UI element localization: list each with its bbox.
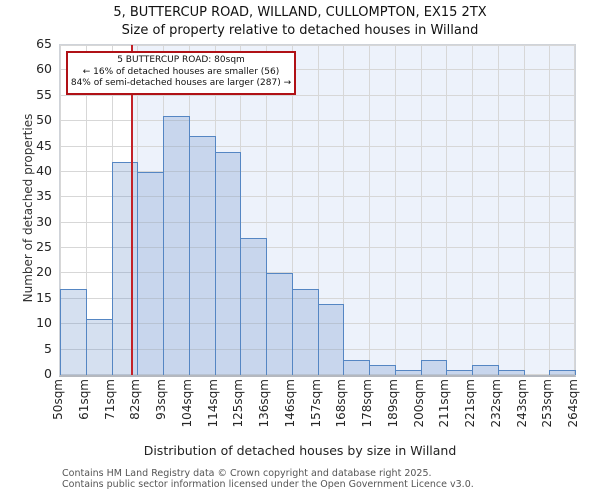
gridline-v bbox=[292, 45, 293, 375]
gridline-h bbox=[60, 196, 575, 198]
x-tick-label: 168sqm bbox=[334, 379, 348, 428]
x-tick-label: 82sqm bbox=[128, 379, 142, 420]
histogram-bar bbox=[111, 161, 139, 375]
y-tick-label: 15 bbox=[36, 289, 52, 305]
histogram-bar bbox=[369, 364, 396, 375]
histogram-bar bbox=[291, 288, 319, 375]
x-tick-label: 178sqm bbox=[360, 379, 374, 428]
gridline-v bbox=[574, 45, 575, 375]
y-tick-label: 60 bbox=[36, 61, 52, 77]
x-tick-label: 93sqm bbox=[154, 379, 168, 420]
gridline-v bbox=[446, 45, 447, 375]
gridline-h bbox=[60, 247, 575, 249]
histogram-bar bbox=[549, 369, 576, 375]
x-tick-label: 253sqm bbox=[540, 379, 554, 428]
gridline-v bbox=[421, 45, 422, 375]
y-tick-label: 65 bbox=[36, 36, 52, 51]
y-tick-label: 35 bbox=[36, 188, 52, 204]
x-tick-label: 71sqm bbox=[103, 379, 117, 420]
gridline-h bbox=[60, 120, 575, 122]
gridline-v bbox=[369, 45, 370, 375]
y-tick-label: 5 bbox=[44, 340, 52, 356]
y-tick-label: 0 bbox=[44, 366, 52, 381]
gridline-v bbox=[343, 45, 344, 375]
gridline-v bbox=[112, 45, 113, 375]
histogram-bar bbox=[60, 288, 87, 375]
x-tick-label: 221sqm bbox=[463, 379, 477, 428]
histogram-bar bbox=[394, 369, 422, 375]
x-tick-label: 104sqm bbox=[180, 379, 194, 428]
y-tick-label: 25 bbox=[36, 239, 52, 255]
callout-title: 5 BUTTERCUP ROAD: 80sqm bbox=[117, 55, 245, 65]
gridline-h bbox=[60, 221, 575, 223]
gridline-h bbox=[60, 297, 575, 299]
x-tick-label: 243sqm bbox=[515, 379, 529, 428]
histogram-bar bbox=[85, 319, 113, 375]
histogram-bar bbox=[240, 237, 267, 375]
histogram-bar bbox=[420, 359, 448, 375]
x-tick-label: 114sqm bbox=[206, 379, 220, 428]
gridline-v bbox=[60, 45, 61, 375]
x-tick-label: 125sqm bbox=[231, 379, 245, 428]
y-tick-label: 55 bbox=[36, 86, 52, 102]
x-tick-label: 61sqm bbox=[77, 379, 91, 420]
y-tick-label: 20 bbox=[36, 264, 52, 280]
histogram-bar bbox=[266, 273, 293, 375]
histogram-bar bbox=[188, 136, 216, 375]
x-tick-label: 136sqm bbox=[257, 379, 271, 428]
x-axis-label: Distribution of detached houses by size … bbox=[143, 443, 457, 458]
gridline-v bbox=[498, 45, 499, 375]
subject-property-callout: 5 BUTTERCUP ROAD: 80sqm ← 16% of detache… bbox=[66, 51, 296, 95]
y-tick-label: 45 bbox=[36, 137, 52, 153]
histogram-bar bbox=[446, 369, 473, 375]
histogram-bar bbox=[214, 151, 242, 375]
subject-property-marker-line bbox=[131, 45, 134, 375]
histogram-bar bbox=[163, 116, 190, 375]
histogram-bar bbox=[497, 369, 525, 375]
gridline-v bbox=[524, 45, 525, 375]
gridline-h bbox=[60, 145, 575, 147]
y-tick-label: 40 bbox=[36, 162, 52, 178]
x-tick-label: 146sqm bbox=[283, 379, 297, 428]
gridline-h bbox=[60, 45, 575, 46]
y-tick-label: 50 bbox=[36, 112, 52, 128]
x-tick-label: 50sqm bbox=[51, 379, 65, 420]
gridline-v bbox=[86, 45, 87, 375]
gridline-h bbox=[60, 272, 575, 274]
x-tick-label: 211sqm bbox=[437, 379, 451, 428]
callout-larger-stat: 84% of semi-detached houses are larger (… bbox=[70, 78, 292, 88]
gridline-v bbox=[395, 45, 396, 375]
x-tick-label: 232sqm bbox=[489, 379, 503, 428]
attribution-line-1: Contains HM Land Registry data © Crown c… bbox=[62, 468, 432, 479]
gridline-v bbox=[549, 45, 550, 375]
chart-title: 5, BUTTERCUP ROAD, WILLAND, CULLOMPTON, … bbox=[113, 5, 487, 20]
y-tick-label: 10 bbox=[36, 315, 52, 331]
gridline-v bbox=[472, 45, 473, 375]
x-tick-label: 200sqm bbox=[412, 379, 426, 428]
gridline-v bbox=[215, 45, 216, 375]
attribution-line-2: Contains public sector information licen… bbox=[62, 479, 474, 490]
x-tick-label: 157sqm bbox=[309, 379, 323, 428]
gridline-h bbox=[60, 170, 575, 172]
gridline-v bbox=[266, 45, 267, 375]
histogram-bar bbox=[472, 364, 499, 375]
x-tick-label: 264sqm bbox=[566, 379, 580, 428]
larger-houses-shaded-band bbox=[132, 45, 575, 375]
y-tick-label: 30 bbox=[36, 213, 52, 229]
histogram-bar bbox=[137, 171, 164, 375]
plot-area: 5 BUTTERCUP ROAD: 80sqm ← 16% of detache… bbox=[59, 44, 576, 377]
gridline-h bbox=[60, 69, 575, 71]
gridline-v bbox=[318, 45, 319, 375]
chart-subtitle: Size of property relative to detached ho… bbox=[121, 23, 479, 38]
histogram-bar bbox=[317, 303, 345, 375]
histogram-bar bbox=[343, 359, 370, 375]
x-tick-label: 189sqm bbox=[386, 379, 400, 428]
gridline-h bbox=[60, 94, 575, 96]
callout-smaller-stat: ← 16% of detached houses are smaller (56… bbox=[82, 66, 280, 77]
